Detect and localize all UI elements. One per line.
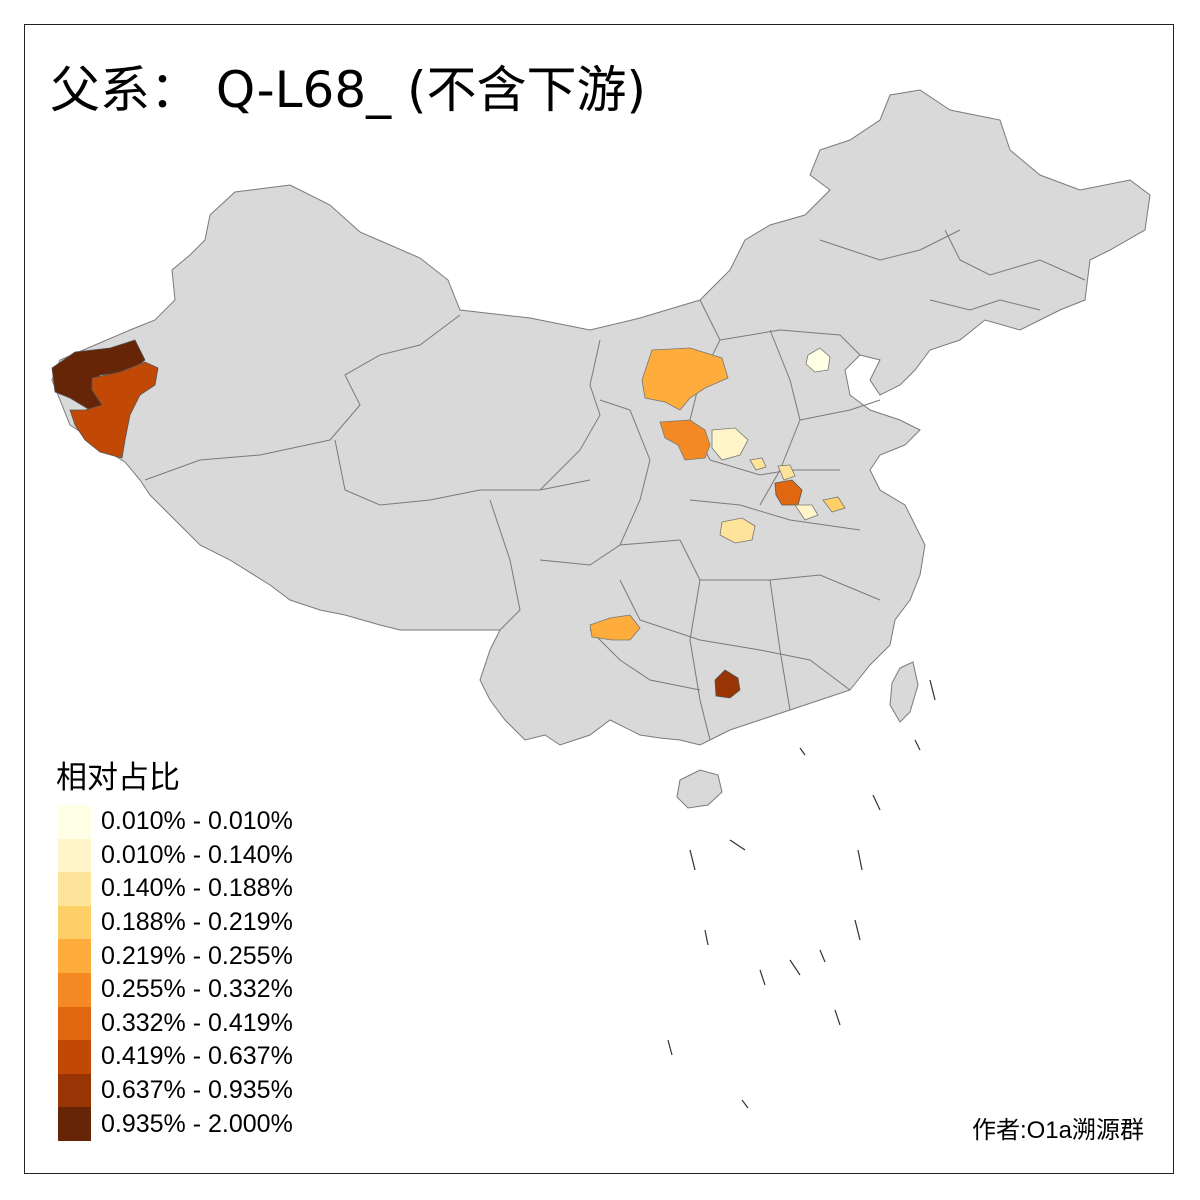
region-guizhou-class-5	[589, 614, 641, 641]
map-title: 父系： Q-L68_ (不含下游)	[50, 61, 647, 119]
author-credit: 作者:O1a溯源群	[971, 1117, 1144, 1144]
legend-item: 0.140% - 0.188%	[58, 872, 293, 906]
region-beijing-class-1	[805, 347, 831, 373]
mainland-region	[51, 89, 1151, 746]
legend-label: 0.332% - 0.419%	[101, 1008, 293, 1037]
legend-item: 0.332% - 0.419%	[58, 1006, 293, 1041]
legend-label: 0.637% - 0.935%	[101, 1076, 293, 1105]
legend-item: 0.637% - 0.935%	[58, 1073, 293, 1108]
region-shanxi-class-2	[711, 427, 749, 461]
region-guangxi-class-9	[714, 669, 741, 699]
legend-item: 0.010% - 0.010%	[58, 805, 293, 839]
legend-swatch	[58, 972, 91, 1007]
region-west-hotan-class-8	[69, 361, 159, 459]
legend-swatch	[58, 805, 91, 839]
legend-swatch	[58, 1040, 91, 1074]
legend-swatch	[58, 838, 91, 873]
legend-swatch	[58, 905, 91, 940]
legend-label: 0.010% - 0.140%	[101, 840, 293, 869]
region-west-kashgar-class-10	[51, 339, 146, 411]
province-borders	[144, 229, 1086, 741]
legend-label: 0.010% - 0.010%	[101, 807, 293, 836]
legend-swatch	[58, 872, 91, 906]
hainan-region	[676, 769, 723, 809]
region-henan-south-class-3	[719, 517, 756, 544]
legend-label: 0.419% - 0.637%	[101, 1042, 293, 1071]
region-small-b-class-3	[777, 464, 796, 481]
legend-item: 0.010% - 0.140%	[58, 838, 293, 873]
legend-label: 0.935% - 2.000%	[101, 1109, 293, 1138]
legend-item: 0.255% - 0.332%	[58, 972, 293, 1007]
legend-label: 0.140% - 0.188%	[101, 874, 293, 903]
legend-swatch	[58, 1073, 91, 1108]
legend-swatch	[58, 1006, 91, 1041]
legend-label: 0.219% - 0.255%	[101, 941, 293, 970]
legend-item: 0.219% - 0.255%	[58, 939, 293, 973]
legend-label: 0.255% - 0.332%	[101, 975, 293, 1004]
legend-item: 0.419% - 0.637%	[58, 1040, 293, 1074]
legend-title: 相对占比	[56, 760, 180, 796]
region-small-d-class-4	[822, 496, 846, 513]
legend-item: 0.935% - 2.000%	[58, 1107, 293, 1141]
region-north-ordos-class-5	[641, 347, 729, 411]
legend-label: 0.188% - 0.219%	[101, 908, 293, 937]
region-shaanxi-north-class-6	[659, 419, 711, 461]
taiwan-region	[889, 661, 919, 723]
region-small-c-class-2	[794, 504, 819, 521]
legend-item: 0.188% - 0.219%	[58, 905, 293, 940]
south-sea-islands	[667, 679, 936, 1109]
legend: 0.010% - 0.010% 0.010% - 0.140% 0.140% - 0…	[58, 805, 293, 1141]
region-small-a-class-3	[749, 457, 767, 471]
legend-swatch	[58, 1107, 91, 1141]
legend-swatch	[58, 939, 91, 973]
